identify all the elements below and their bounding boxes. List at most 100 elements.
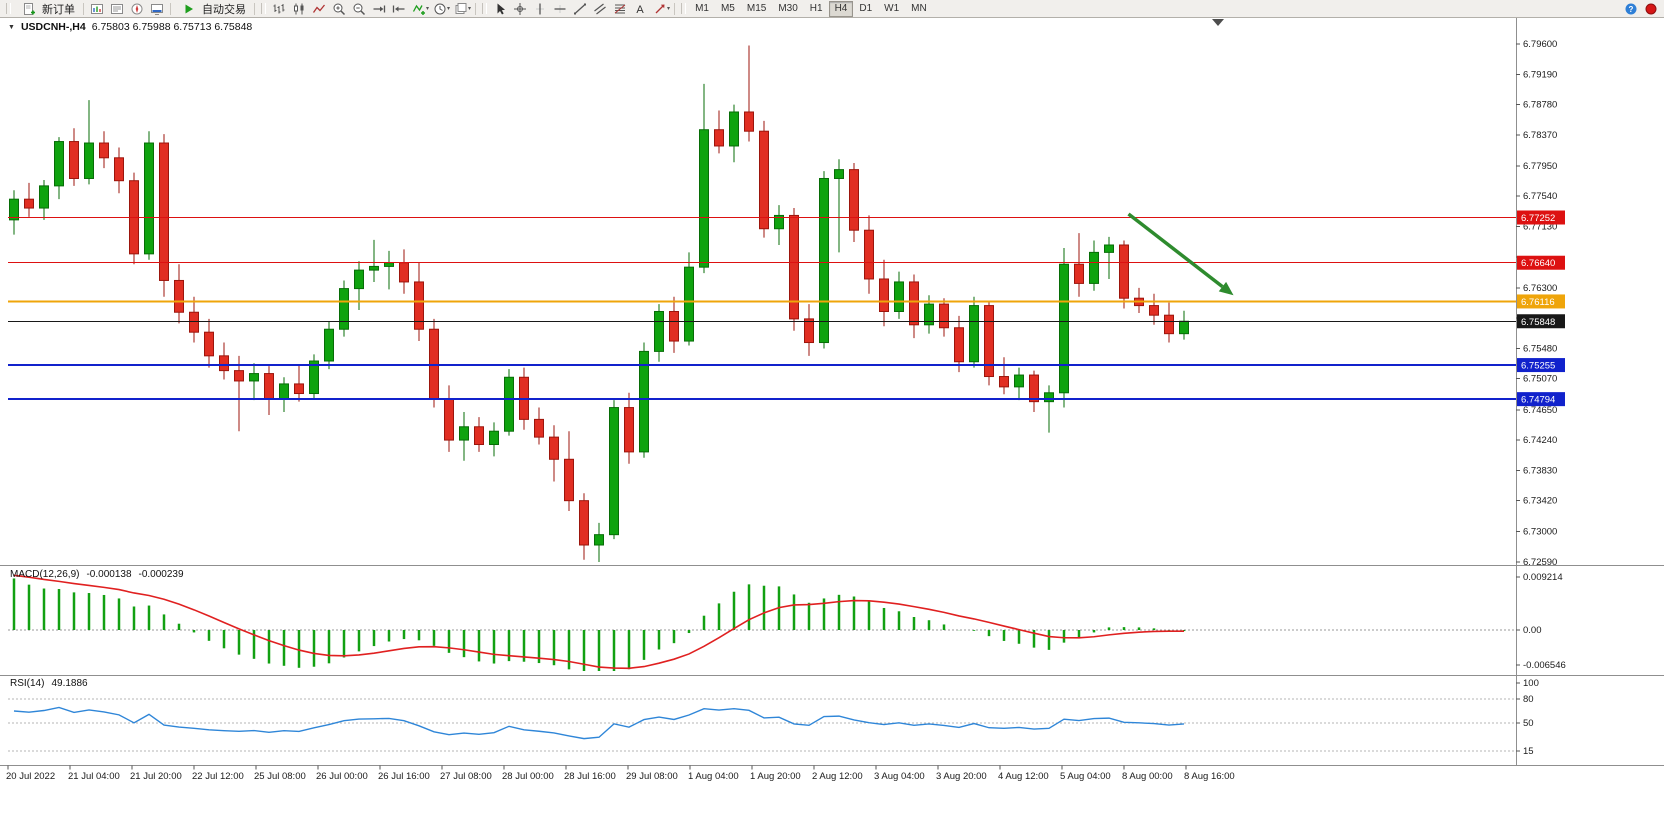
candle-body — [399, 262, 409, 283]
bar-chart-icon[interactable] — [269, 0, 289, 17]
time-tick-label: 8 Aug 00:00 — [1122, 771, 1173, 782]
time-tick-label: 20 Jul 2022 — [6, 771, 55, 782]
candle-body — [114, 157, 124, 182]
timeframe-h4-button[interactable]: H4 — [828, 0, 854, 17]
chart-shift-marker[interactable] — [1212, 19, 1224, 26]
rsi-axis-label: 50 — [1523, 718, 1534, 729]
candle-body — [714, 129, 724, 147]
line-chart-icon[interactable] — [309, 0, 329, 17]
timeframe-m30-button[interactable]: M30 — [778, 2, 798, 14]
market-watch-icon[interactable] — [87, 0, 107, 17]
time-axis[interactable]: 20 Jul 2022 21 Jul 04:00 21 Jul 20:00 22 Ju… — [6, 765, 1235, 783]
autotrading-icon — [179, 0, 199, 17]
price-tick-label: 6.72590 — [1523, 557, 1557, 568]
channel-icon[interactable] — [590, 0, 610, 17]
time-tick-label: 21 Jul 04:00 — [68, 771, 120, 782]
vertical-line-icon[interactable] — [530, 0, 550, 17]
crosshair-icon[interactable] — [510, 0, 530, 17]
periods-dropdown-icon[interactable]: ▾ — [447, 6, 451, 12]
timeframe-m15-button[interactable]: M15 — [746, 2, 767, 14]
candle-body — [1164, 314, 1174, 335]
arrows-dropdown-icon[interactable]: ▾ — [667, 6, 671, 12]
autotrading-label: 自动交易 — [202, 3, 246, 16]
candle-body — [699, 129, 709, 268]
price-tick-label: 6.74650 — [1523, 405, 1557, 416]
rsi-axis-label: 80 — [1523, 694, 1534, 705]
price-axis[interactable]: 6.79600 6.79190 6.78780 6.78370 6.77950 6.775… — [1516, 39, 1565, 568]
trend-arrow-annotation[interactable] — [1127, 212, 1234, 296]
timeframe-d1-button[interactable]: D1 — [859, 2, 873, 14]
timeframe-h1-button[interactable]: H1 — [809, 2, 823, 14]
price-tick-label: 6.79600 — [1523, 39, 1557, 50]
toolbar-separator — [475, 2, 477, 15]
candle-body — [1149, 305, 1159, 316]
price-tag[interactable]: 6.77252 — [1517, 210, 1565, 225]
time-tick-label: 25 Jul 08:00 — [254, 771, 306, 782]
price-tag[interactable]: 6.74794 — [1517, 392, 1565, 407]
zoom-in-icon[interactable] — [329, 0, 349, 17]
timeframe-m5-button[interactable]: M5 — [720, 2, 735, 14]
new-order-button[interactable]: 新订单 — [14, 1, 80, 16]
time-tick-label: 1 Aug 20:00 — [750, 771, 801, 782]
candle-body — [39, 185, 49, 209]
rsi-axis-label: 100 — [1523, 678, 1539, 689]
time-tick-label: 3 Aug 04:00 — [874, 771, 925, 782]
toolbar-grip[interactable] — [6, 3, 11, 14]
horizontal-level-lines[interactable] — [8, 217, 1516, 401]
timeframe-m1-button[interactable]: M1 — [695, 2, 709, 14]
main-price-chart[interactable] — [9, 45, 1189, 562]
timeframe-w1-button[interactable]: W1 — [884, 2, 900, 14]
templates-dropdown-icon[interactable]: ▾ — [468, 6, 472, 12]
price-tag[interactable]: 6.76640 — [1517, 255, 1565, 270]
community-icon[interactable]: ? — [1621, 0, 1641, 17]
symbol-dropdown-icon[interactable]: ▼ — [8, 23, 15, 31]
autotrading-button[interactable]: 自动交易 — [174, 1, 251, 16]
toolbar-grip[interactable] — [261, 3, 266, 14]
candle-body — [579, 500, 589, 546]
indicators-dropdown-icon[interactable]: ▾ — [426, 6, 430, 12]
candle-body — [789, 214, 799, 320]
chart-shift-icon[interactable] — [389, 0, 409, 17]
candle-body — [249, 373, 259, 382]
candle-body — [729, 111, 739, 147]
trendline-icon[interactable] — [570, 0, 590, 17]
fibonacci-icon[interactable] — [610, 0, 630, 17]
text-label-icon[interactable]: A — [630, 0, 650, 17]
cursor-icon[interactable] — [490, 0, 510, 17]
toolbar-grip[interactable] — [482, 3, 488, 14]
templates-icon[interactable] — [451, 0, 471, 17]
record-icon[interactable] — [1641, 0, 1661, 17]
svg-text:A: A — [636, 4, 644, 16]
zoom-out-icon[interactable] — [349, 0, 369, 17]
price-tag-label: 6.75848 — [1521, 317, 1555, 328]
candle-body — [414, 281, 424, 330]
terminal-icon[interactable] — [147, 0, 167, 17]
chart-ohlc-values: 6.75803 6.75988 6.75713 6.75848 — [91, 21, 253, 33]
toolbar-grip[interactable] — [681, 3, 687, 14]
timeframe-mn-button[interactable]: MN — [911, 2, 927, 14]
candle-body — [819, 177, 829, 344]
candle-body — [474, 426, 484, 446]
auto-scroll-icon[interactable] — [369, 0, 389, 17]
data-window-icon[interactable] — [107, 0, 127, 17]
price-tag[interactable]: 6.76116 — [1517, 294, 1565, 309]
indicators-icon[interactable] — [409, 0, 429, 17]
candle-body — [534, 418, 544, 438]
arrows-icon[interactable] — [650, 0, 670, 17]
candle-body — [1089, 251, 1099, 284]
candle-body — [429, 328, 439, 400]
candle-body — [1104, 244, 1114, 253]
candlestick-chart-icon[interactable] — [289, 0, 309, 17]
candle-body — [909, 281, 919, 326]
price-tick-label: 6.77950 — [1523, 161, 1557, 172]
price-tag[interactable]: 6.75255 — [1517, 358, 1565, 373]
horizontal-line-icon[interactable] — [550, 0, 570, 17]
price-tag[interactable]: 6.75848 — [1517, 314, 1565, 329]
candle-body — [774, 214, 784, 230]
candle-body — [954, 327, 964, 363]
periods-icon[interactable] — [430, 0, 450, 17]
navigator-icon[interactable] — [127, 0, 147, 17]
candle-body — [174, 279, 184, 313]
